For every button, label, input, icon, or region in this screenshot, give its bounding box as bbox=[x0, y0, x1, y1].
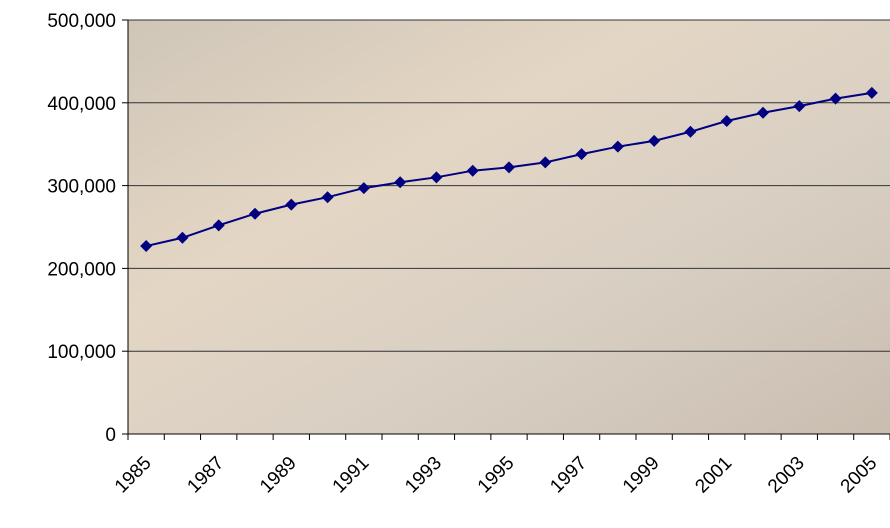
data-point bbox=[575, 148, 588, 161]
x-tick-label: 1985 bbox=[111, 453, 156, 498]
y-tick-label: 500,000 bbox=[47, 11, 116, 32]
data-point bbox=[648, 134, 661, 147]
y-tick-label: 100,000 bbox=[47, 342, 116, 363]
x-tick-label: 1997 bbox=[546, 453, 591, 498]
data-point bbox=[684, 125, 697, 138]
data-point bbox=[394, 176, 407, 189]
data-point bbox=[430, 171, 443, 184]
y-tick-label: 200,000 bbox=[47, 259, 116, 280]
x-tick-label: 2001 bbox=[692, 453, 737, 498]
x-tick-label: 1999 bbox=[619, 453, 664, 498]
data-point bbox=[285, 198, 298, 211]
data-point bbox=[865, 86, 878, 99]
data-point bbox=[793, 100, 806, 113]
x-tick-label: 1995 bbox=[474, 453, 519, 498]
plot-background bbox=[128, 20, 890, 434]
x-tick-label: 2005 bbox=[837, 453, 882, 498]
y-tick-label: 300,000 bbox=[47, 177, 116, 198]
data-point bbox=[757, 106, 769, 119]
data-point bbox=[176, 231, 189, 244]
data-point bbox=[539, 156, 552, 169]
data-point bbox=[611, 140, 624, 153]
data-point bbox=[720, 115, 733, 128]
data-point bbox=[140, 240, 153, 253]
x-tick-label: 1991 bbox=[329, 453, 374, 498]
x-tick-label: 1989 bbox=[256, 453, 301, 498]
x-tick-label: 1987 bbox=[184, 453, 229, 498]
x-tick-label: 2003 bbox=[764, 453, 809, 498]
data-point bbox=[212, 219, 225, 232]
x-tick-label: 1993 bbox=[401, 453, 446, 498]
data-point bbox=[829, 92, 842, 105]
data-point bbox=[321, 191, 334, 204]
y-tick-label: 400,000 bbox=[47, 94, 116, 115]
data-point bbox=[503, 161, 515, 174]
data-point bbox=[249, 207, 261, 220]
y-tick-label: 0 bbox=[105, 425, 116, 446]
data-point bbox=[357, 182, 370, 195]
data-point bbox=[466, 164, 479, 177]
